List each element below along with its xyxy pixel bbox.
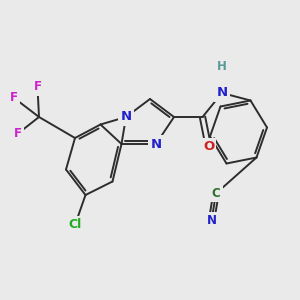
Text: Cl: Cl <box>68 218 82 232</box>
Text: O: O <box>203 140 214 154</box>
Text: F: F <box>14 127 22 140</box>
Text: N: N <box>150 137 162 151</box>
Text: F: F <box>34 80 41 94</box>
Text: C: C <box>212 187 220 200</box>
Text: N: N <box>120 110 132 124</box>
Text: N: N <box>206 214 217 227</box>
Text: F: F <box>10 91 17 104</box>
Text: N: N <box>216 86 228 100</box>
Text: H: H <box>217 59 227 73</box>
